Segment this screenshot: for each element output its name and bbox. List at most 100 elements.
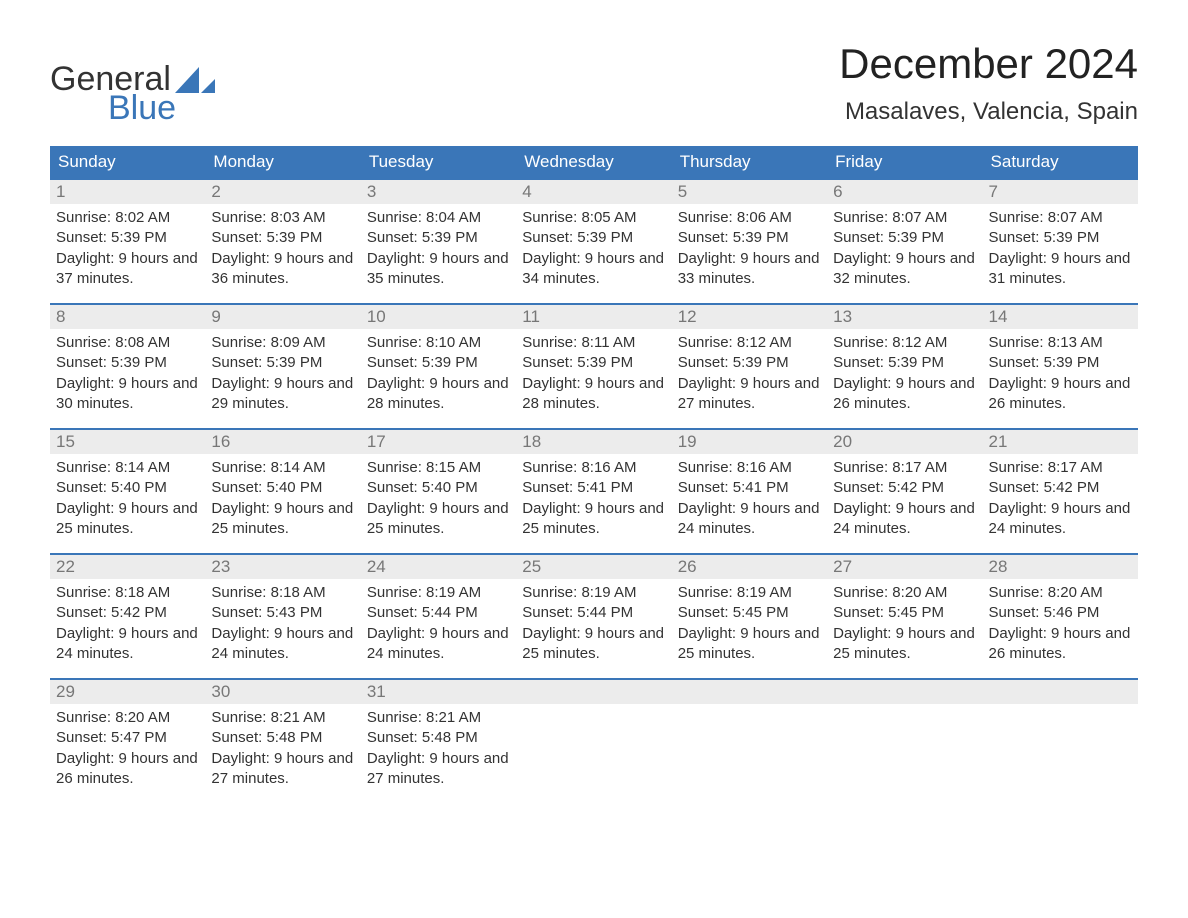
sunset-line: Sunset: 5:39 PM	[522, 353, 665, 373]
day-number: 17	[361, 430, 516, 454]
sunrise-line: Sunrise: 8:19 AM	[367, 583, 510, 603]
day-cell: 5Sunrise: 8:06 AMSunset: 5:39 PMDaylight…	[672, 180, 827, 289]
sunset-line: Sunset: 5:47 PM	[56, 728, 199, 748]
day-number: 8	[50, 305, 205, 329]
day-number: 29	[50, 680, 205, 704]
weeks-container: 1Sunrise: 8:02 AMSunset: 5:39 PMDaylight…	[50, 178, 1138, 789]
sunset-line: Sunset: 5:42 PM	[833, 478, 976, 498]
daylight-line: Daylight: 9 hours and 27 minutes.	[678, 374, 821, 415]
day-cell: 28Sunrise: 8:20 AMSunset: 5:46 PMDayligh…	[983, 555, 1138, 664]
brand-logo: General Blue	[50, 60, 215, 128]
daylight-line: Daylight: 9 hours and 25 minutes.	[211, 499, 354, 540]
day-cell: 7Sunrise: 8:07 AMSunset: 5:39 PMDaylight…	[983, 180, 1138, 289]
day-body: Sunrise: 8:03 AMSunset: 5:39 PMDaylight:…	[205, 204, 360, 289]
sunrise-line: Sunrise: 8:16 AM	[678, 458, 821, 478]
daylight-line: Daylight: 9 hours and 26 minutes.	[56, 749, 199, 790]
day-cell: 6Sunrise: 8:07 AMSunset: 5:39 PMDaylight…	[827, 180, 982, 289]
daylight-line: Daylight: 9 hours and 24 minutes.	[56, 624, 199, 665]
day-number: 14	[983, 305, 1138, 329]
sunrise-line: Sunrise: 8:07 AM	[833, 208, 976, 228]
daylight-line: Daylight: 9 hours and 33 minutes.	[678, 249, 821, 290]
sunrise-line: Sunrise: 8:20 AM	[833, 583, 976, 603]
daylight-line: Daylight: 9 hours and 32 minutes.	[833, 249, 976, 290]
day-cell: 18Sunrise: 8:16 AMSunset: 5:41 PMDayligh…	[516, 430, 671, 539]
day-body: Sunrise: 8:18 AMSunset: 5:42 PMDaylight:…	[50, 579, 205, 664]
day-number	[827, 680, 982, 704]
day-number: 23	[205, 555, 360, 579]
sunset-line: Sunset: 5:42 PM	[989, 478, 1132, 498]
day-number: 28	[983, 555, 1138, 579]
sunset-line: Sunset: 5:40 PM	[211, 478, 354, 498]
day-number: 1	[50, 180, 205, 204]
sunrise-line: Sunrise: 8:03 AM	[211, 208, 354, 228]
daylight-line: Daylight: 9 hours and 34 minutes.	[522, 249, 665, 290]
day-body: Sunrise: 8:08 AMSunset: 5:39 PMDaylight:…	[50, 329, 205, 414]
title-block: December 2024 Masalaves, Valencia, Spain	[839, 40, 1138, 126]
daylight-line: Daylight: 9 hours and 25 minutes.	[833, 624, 976, 665]
day-cell: 4Sunrise: 8:05 AMSunset: 5:39 PMDaylight…	[516, 180, 671, 289]
day-body: Sunrise: 8:19 AMSunset: 5:44 PMDaylight:…	[361, 579, 516, 664]
daylight-line: Daylight: 9 hours and 25 minutes.	[367, 499, 510, 540]
day-number: 18	[516, 430, 671, 454]
day-cell	[983, 680, 1138, 789]
day-body: Sunrise: 8:20 AMSunset: 5:47 PMDaylight:…	[50, 704, 205, 789]
page-title: December 2024	[839, 40, 1138, 88]
day-body: Sunrise: 8:04 AMSunset: 5:39 PMDaylight:…	[361, 204, 516, 289]
day-cell: 12Sunrise: 8:12 AMSunset: 5:39 PMDayligh…	[672, 305, 827, 414]
sunset-line: Sunset: 5:48 PM	[211, 728, 354, 748]
week-row: 8Sunrise: 8:08 AMSunset: 5:39 PMDaylight…	[50, 303, 1138, 414]
day-number: 5	[672, 180, 827, 204]
week-row: 22Sunrise: 8:18 AMSunset: 5:42 PMDayligh…	[50, 553, 1138, 664]
day-body: Sunrise: 8:14 AMSunset: 5:40 PMDaylight:…	[205, 454, 360, 539]
sunset-line: Sunset: 5:46 PM	[989, 603, 1132, 623]
sunrise-line: Sunrise: 8:04 AM	[367, 208, 510, 228]
day-cell: 8Sunrise: 8:08 AMSunset: 5:39 PMDaylight…	[50, 305, 205, 414]
weekday-header-cell: Tuesday	[361, 146, 516, 178]
day-body: Sunrise: 8:20 AMSunset: 5:46 PMDaylight:…	[983, 579, 1138, 664]
weekday-header-cell: Friday	[827, 146, 982, 178]
weekday-header-cell: Wednesday	[516, 146, 671, 178]
daylight-line: Daylight: 9 hours and 24 minutes.	[833, 499, 976, 540]
sunrise-line: Sunrise: 8:15 AM	[367, 458, 510, 478]
day-cell: 21Sunrise: 8:17 AMSunset: 5:42 PMDayligh…	[983, 430, 1138, 539]
day-cell: 22Sunrise: 8:18 AMSunset: 5:42 PMDayligh…	[50, 555, 205, 664]
day-body: Sunrise: 8:21 AMSunset: 5:48 PMDaylight:…	[361, 704, 516, 789]
location-text: Masalaves, Valencia, Spain	[839, 98, 1138, 126]
daylight-line: Daylight: 9 hours and 24 minutes.	[211, 624, 354, 665]
day-cell: 14Sunrise: 8:13 AMSunset: 5:39 PMDayligh…	[983, 305, 1138, 414]
sunrise-line: Sunrise: 8:07 AM	[989, 208, 1132, 228]
daylight-line: Daylight: 9 hours and 25 minutes.	[56, 499, 199, 540]
daylight-line: Daylight: 9 hours and 36 minutes.	[211, 249, 354, 290]
daylight-line: Daylight: 9 hours and 24 minutes.	[678, 499, 821, 540]
sunset-line: Sunset: 5:39 PM	[56, 353, 199, 373]
day-body: Sunrise: 8:11 AMSunset: 5:39 PMDaylight:…	[516, 329, 671, 414]
day-number	[672, 680, 827, 704]
day-cell: 13Sunrise: 8:12 AMSunset: 5:39 PMDayligh…	[827, 305, 982, 414]
daylight-line: Daylight: 9 hours and 24 minutes.	[989, 499, 1132, 540]
sunset-line: Sunset: 5:39 PM	[367, 353, 510, 373]
daylight-line: Daylight: 9 hours and 26 minutes.	[989, 624, 1132, 665]
day-cell: 27Sunrise: 8:20 AMSunset: 5:45 PMDayligh…	[827, 555, 982, 664]
sunrise-line: Sunrise: 8:16 AM	[522, 458, 665, 478]
sunset-line: Sunset: 5:42 PM	[56, 603, 199, 623]
header: General Blue December 2024 Masalaves, Va…	[50, 40, 1138, 128]
sunrise-line: Sunrise: 8:20 AM	[989, 583, 1132, 603]
day-cell: 19Sunrise: 8:16 AMSunset: 5:41 PMDayligh…	[672, 430, 827, 539]
day-number: 19	[672, 430, 827, 454]
week-row: 15Sunrise: 8:14 AMSunset: 5:40 PMDayligh…	[50, 428, 1138, 539]
sunrise-line: Sunrise: 8:12 AM	[678, 333, 821, 353]
day-number: 30	[205, 680, 360, 704]
week-row: 29Sunrise: 8:20 AMSunset: 5:47 PMDayligh…	[50, 678, 1138, 789]
sunset-line: Sunset: 5:39 PM	[522, 228, 665, 248]
day-cell: 16Sunrise: 8:14 AMSunset: 5:40 PMDayligh…	[205, 430, 360, 539]
sunrise-line: Sunrise: 8:19 AM	[678, 583, 821, 603]
day-number: 7	[983, 180, 1138, 204]
sunset-line: Sunset: 5:44 PM	[522, 603, 665, 623]
daylight-line: Daylight: 9 hours and 27 minutes.	[211, 749, 354, 790]
day-cell: 25Sunrise: 8:19 AMSunset: 5:44 PMDayligh…	[516, 555, 671, 664]
sunrise-line: Sunrise: 8:12 AM	[833, 333, 976, 353]
sunrise-line: Sunrise: 8:10 AM	[367, 333, 510, 353]
sunset-line: Sunset: 5:39 PM	[211, 353, 354, 373]
sunset-line: Sunset: 5:40 PM	[367, 478, 510, 498]
day-cell: 30Sunrise: 8:21 AMSunset: 5:48 PMDayligh…	[205, 680, 360, 789]
